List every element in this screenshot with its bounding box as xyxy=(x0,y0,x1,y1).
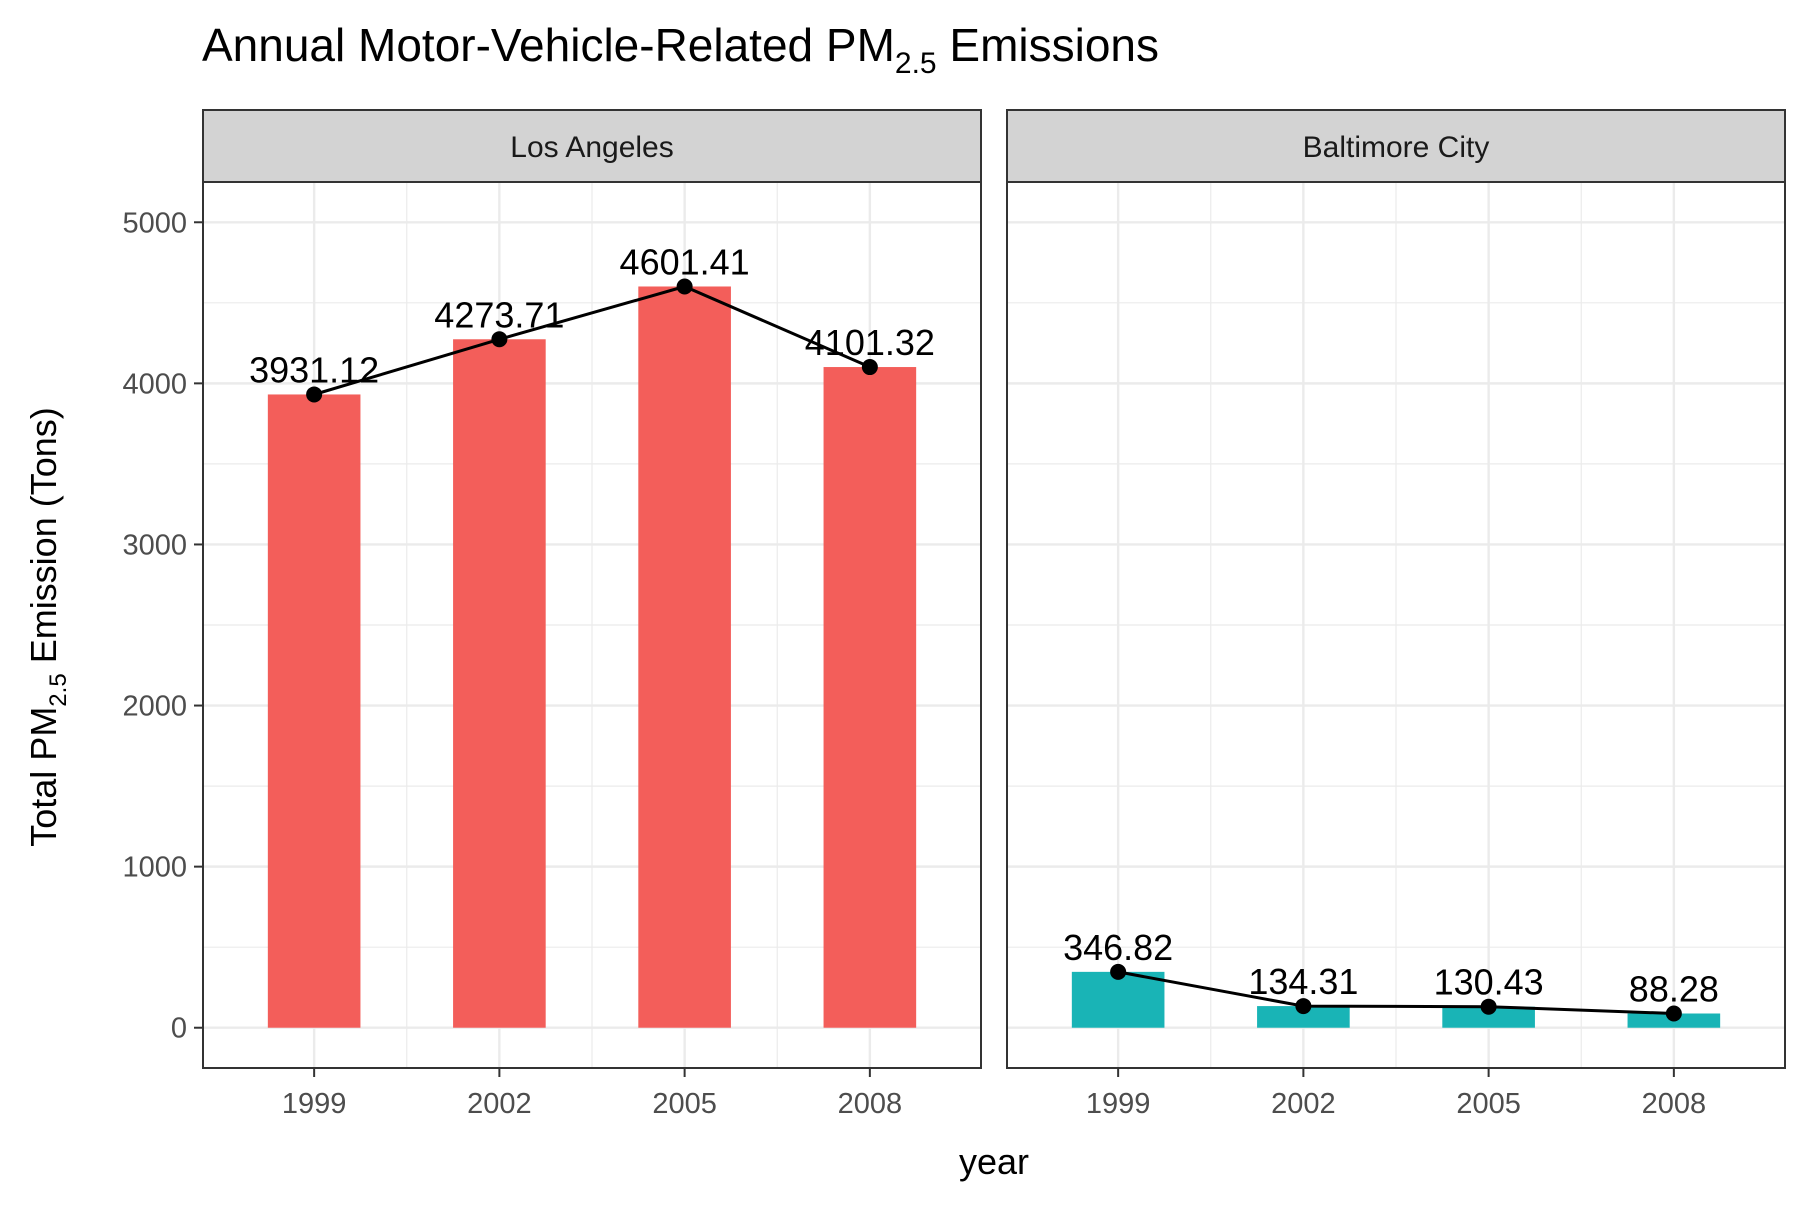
trend-line xyxy=(1117,970,1674,1015)
bar-2005 xyxy=(638,286,731,1028)
facet-strip-label: Los Angeles xyxy=(510,131,673,164)
trend-line xyxy=(313,284,871,396)
data-label-2002: 134.31 xyxy=(1248,961,1358,1002)
y-tick-label: 0 xyxy=(171,1013,187,1045)
x-tick-label: 2008 xyxy=(1642,1088,1707,1120)
facet-strip-label: Baltimore City xyxy=(1303,131,1490,164)
data-point-2005 xyxy=(676,278,693,295)
x-tick-label: 2008 xyxy=(838,1088,903,1120)
panel-0: 3931.12 4273.71 4601.41 4101.32 Los Angeles 1… xyxy=(122,109,982,1120)
chart-title-suffix: Emissions xyxy=(937,19,1159,71)
x-tick-label: 2002 xyxy=(467,1088,532,1120)
facet-strip xyxy=(1006,109,1786,183)
y-axis-title: Total PM2.5 Emission (Tons) xyxy=(23,407,72,846)
y-tick-label: 4000 xyxy=(122,368,187,400)
y-axis-title-subscript: 2.5 xyxy=(45,673,72,706)
x-tick-label: 1999 xyxy=(282,1088,347,1120)
x-tick-label: 1999 xyxy=(1086,1088,1151,1120)
y-tick-label: 2000 xyxy=(122,691,187,723)
bar-2008 xyxy=(823,367,917,1028)
bar-2002 xyxy=(453,339,546,1028)
y-axis-title-suffix: Emission (Tons) xyxy=(23,407,64,673)
data-point-2005 xyxy=(1480,998,1497,1015)
data-point-1999 xyxy=(1110,963,1127,980)
x-tick-label: 2002 xyxy=(1271,1088,1336,1120)
data-point-2002 xyxy=(491,331,508,348)
y-axis-title-main: Total PM xyxy=(23,707,64,847)
data-label-2005: 4601.41 xyxy=(620,241,750,282)
panel-1: 346.82 134.31 130.43 88.28 Baltimore City 199… xyxy=(1006,109,1786,1120)
data-label-1999: 3931.12 xyxy=(249,349,379,390)
y-tick-label: 3000 xyxy=(122,529,187,561)
data-label-2002: 4273.71 xyxy=(434,294,564,335)
data-label-2008: 4101.32 xyxy=(805,322,935,363)
chart-title-subscript: 2.5 xyxy=(895,47,937,80)
bar-1999 xyxy=(1071,971,1165,1028)
bar-1999 xyxy=(267,394,361,1028)
y-tick-label: 5000 xyxy=(122,207,187,239)
x-tick-label: 2005 xyxy=(652,1088,717,1120)
data-point-1999 xyxy=(306,386,323,403)
data-point-2008 xyxy=(1665,1005,1682,1022)
x-tick-label: 2005 xyxy=(1456,1088,1521,1120)
data-point-2008 xyxy=(861,359,878,376)
facet-panels: 3931.12 4273.71 4601.41 4101.32 Los Angeles 1… xyxy=(122,109,1786,1120)
y-tick-label: 1000 xyxy=(122,852,187,884)
chart-title-main: Annual Motor-Vehicle-Related PM xyxy=(202,19,895,71)
data-label-2008: 88.28 xyxy=(1629,969,1719,1010)
facet-strip xyxy=(202,109,982,183)
bar-2005 xyxy=(1442,1006,1535,1028)
chart-title: Annual Motor-Vehicle-Related PM2.5 Emiss… xyxy=(202,19,1159,80)
data-label-2005: 130.43 xyxy=(1434,962,1544,1003)
data-point-2002 xyxy=(1295,998,1312,1015)
x-axis-title: year xyxy=(959,1141,1029,1182)
data-label-1999: 346.82 xyxy=(1063,927,1173,968)
bar-2002 xyxy=(1257,1006,1350,1028)
